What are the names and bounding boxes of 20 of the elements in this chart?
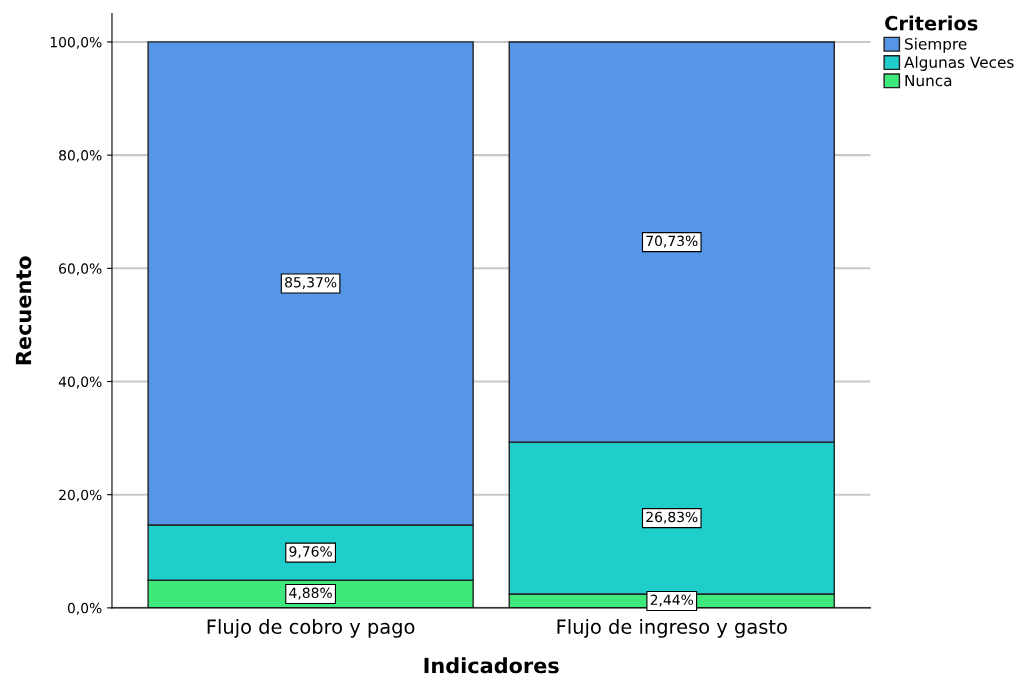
data-label: 26,83% xyxy=(646,511,698,524)
y-tick-label: 80,0% xyxy=(59,150,102,163)
legend-label: Algunas Veces xyxy=(904,56,1014,71)
y-tick-label: 20,0% xyxy=(59,489,102,502)
data-label: 70,73% xyxy=(646,235,698,248)
y-tick-label: 100,0% xyxy=(50,36,102,49)
legend-title: Criterios xyxy=(885,15,978,31)
data-label: 4,88% xyxy=(289,587,332,600)
data-label: 2,44% xyxy=(650,594,694,607)
legend-label: Siempre xyxy=(905,37,967,53)
y-tick-label: 60,0% xyxy=(59,263,102,276)
y-axis-title: Recuento xyxy=(15,256,32,365)
data-label: 85,37% xyxy=(285,276,337,289)
data-label: 9,76% xyxy=(289,546,332,559)
legend-label: Nunca xyxy=(905,74,952,87)
x-tick-label: Flujo de cobro y pago xyxy=(207,618,415,638)
y-tick-label: 40,0% xyxy=(58,376,102,389)
y-tick-label: 0,0% xyxy=(67,602,102,615)
x-axis-title: Indicadores xyxy=(424,657,559,674)
x-tick-label: Flujo de ingreso y gasto xyxy=(557,618,787,638)
